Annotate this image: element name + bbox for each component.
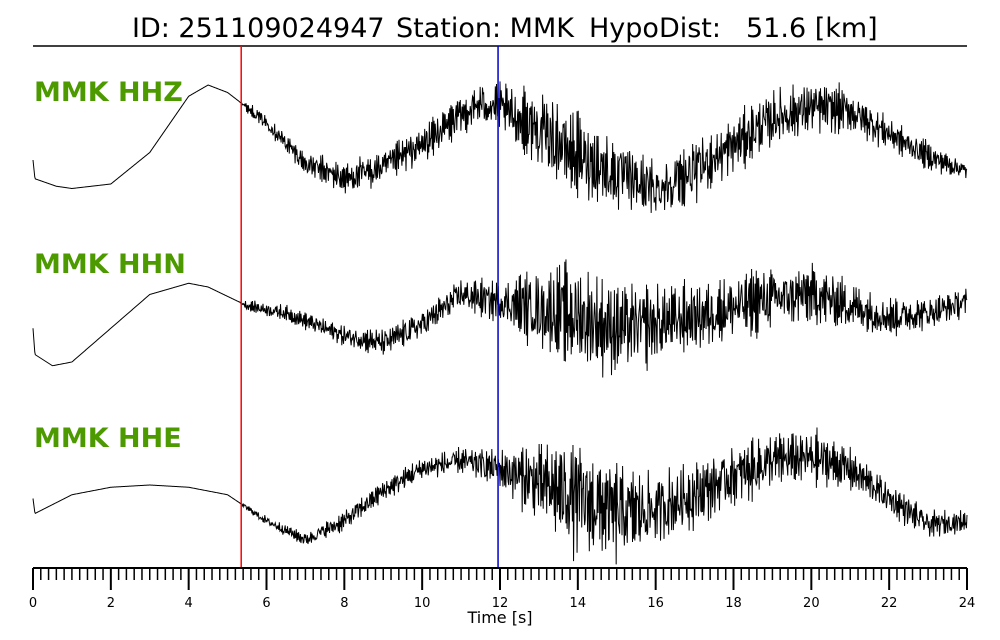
title-event-id: ID: 251109024947 xyxy=(132,13,385,44)
x-tick-label: 14 xyxy=(570,596,587,611)
trace-label-hhz: MMK HHZ xyxy=(34,77,183,108)
x-tick-label: 10 xyxy=(414,596,431,611)
x-tick-label: 16 xyxy=(647,596,664,611)
trace-label-hhe: MMK HHE xyxy=(34,423,182,454)
x-tick-label: 4 xyxy=(185,596,193,611)
x-ticks: 0 2 4 6 8 10 12 14 16 18 20 22 24 xyxy=(29,568,975,611)
x-tick-label: 8 xyxy=(340,596,348,611)
trace-labels: MMK HHZ MMK HHN MMK HHE xyxy=(34,77,186,454)
x-tick-label: 18 xyxy=(725,596,742,611)
trace-line-hhn xyxy=(32,259,968,378)
x-tick-label: 6 xyxy=(262,596,270,611)
traces-group xyxy=(32,81,968,565)
x-tick-label: 22 xyxy=(881,596,898,611)
x-axis: 0 2 4 6 8 10 12 14 16 18 20 22 24 Time [s] xyxy=(29,567,975,627)
x-tick-label: 0 xyxy=(29,596,37,611)
title-station: Station: MMK xyxy=(396,13,575,44)
trace-line-hhz xyxy=(32,81,968,213)
x-tick-label: 24 xyxy=(959,596,976,611)
x-tick-label: 12 xyxy=(492,596,509,611)
title-hypodist-label: HypoDist: xyxy=(589,13,721,44)
x-tick-label: 20 xyxy=(803,596,820,611)
title-hypodist-value: 51.6 [km] xyxy=(746,13,878,44)
x-axis-label: Time [s] xyxy=(466,608,532,627)
trace-line-hhe xyxy=(32,427,968,565)
trace-label-hhn: MMK HHN xyxy=(34,249,186,280)
x-tick-label: 2 xyxy=(107,596,115,611)
chart-title: ID: 251109024947 Station: MMK HypoDist: … xyxy=(132,13,878,44)
